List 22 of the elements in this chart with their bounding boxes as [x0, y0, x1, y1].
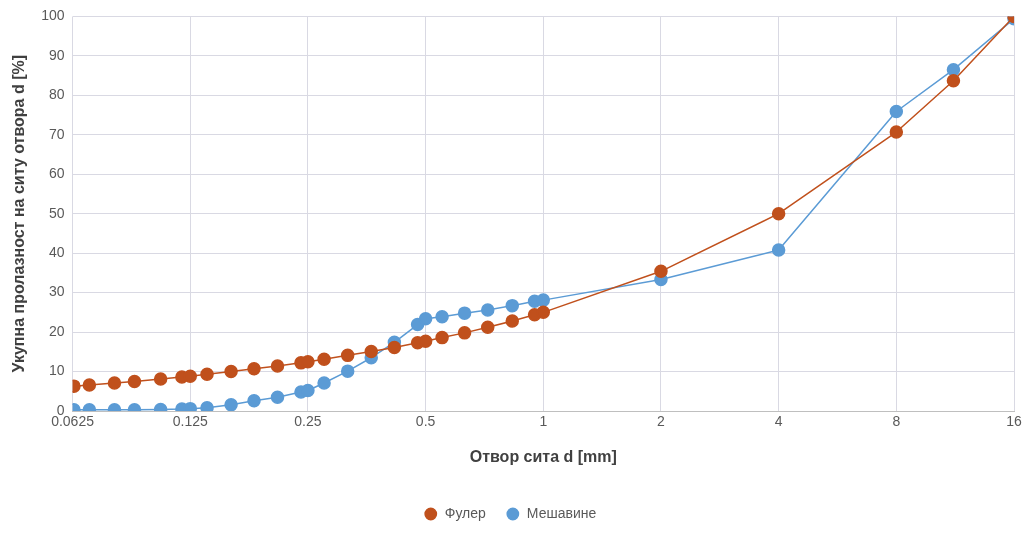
legend-label: Фулер [444, 504, 487, 521]
x-tick-label: 0.5 [415, 413, 436, 430]
y-tick-label: 60 [48, 165, 65, 182]
x-tick-label: 4 [774, 413, 783, 430]
y-tick-label: 10 [48, 362, 65, 379]
y-tick-label: 40 [48, 244, 65, 261]
y-tick-label: 80 [48, 86, 65, 103]
y-tick-label: 30 [48, 283, 65, 300]
x-tick-label: 1 [539, 413, 548, 430]
x-tick-label: 2 [657, 413, 666, 430]
x-axis-title: Отвор сита d [mm] [469, 447, 617, 465]
y-axis-title: Укупна пролазност на ситу отвора d [%] [10, 54, 28, 373]
y-tick-label: 70 [48, 125, 65, 142]
x-tick-label: 0.25 [294, 413, 322, 430]
x-tick-label: 8 [892, 413, 901, 430]
legend-label: Мешавине [526, 504, 597, 521]
x-tick-label: 16 [1006, 413, 1022, 430]
y-tick-label: 50 [48, 204, 65, 221]
y-tick-label: 100 [41, 7, 65, 24]
y-tick-label: 90 [48, 46, 65, 63]
y-tick-label: 20 [48, 322, 65, 339]
x-tick-label: 0.125 [172, 413, 208, 430]
